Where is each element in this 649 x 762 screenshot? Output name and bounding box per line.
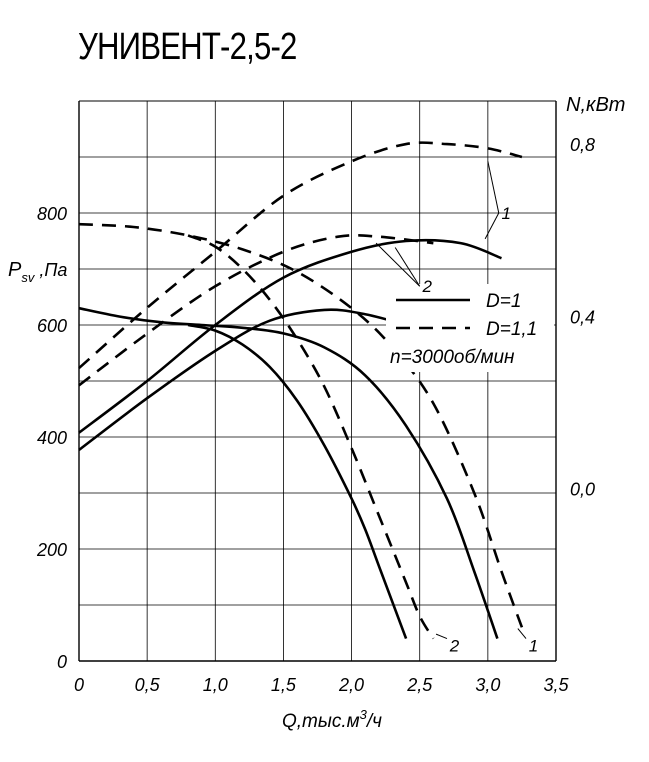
y-left-tick-label: 200 xyxy=(36,540,67,560)
annotation-leader-line xyxy=(435,633,448,640)
x-tick-label: 3,5 xyxy=(543,675,569,695)
series-line-2 xyxy=(187,323,408,640)
chart-title: УНИВЕНТ-2,5-2 xyxy=(78,26,297,68)
x-tick-label: 2,5 xyxy=(406,675,433,695)
y-left-tick-label: 400 xyxy=(37,428,67,448)
annotation-leader-line xyxy=(517,628,527,639)
y-left-axis-label: Psv ,Па xyxy=(8,259,67,285)
series-line-7 xyxy=(78,141,523,370)
x-tick-label: 2,0 xyxy=(338,675,364,695)
curve-number-label: 1 xyxy=(501,204,510,223)
x-tick-label: 1,0 xyxy=(203,675,228,695)
curve-number-label: 1 xyxy=(529,636,538,655)
series-line-3 xyxy=(78,222,524,628)
y-left-tick-label: 600 xyxy=(37,316,67,336)
y-left-tick-label: 0 xyxy=(57,652,67,672)
annotation-leader-line xyxy=(394,247,421,287)
series-line-6 xyxy=(78,308,407,451)
x-axis-label: Q,тыс.м3/ч xyxy=(282,707,382,732)
series-line-5 xyxy=(78,238,502,434)
x-tick-label: 3,0 xyxy=(475,675,500,695)
annotation-leader-line xyxy=(484,212,500,240)
y-right-tick-label: 0,0 xyxy=(570,480,595,500)
curve-number-label: 2 xyxy=(421,277,432,296)
legend-label: D=1,1 xyxy=(486,319,537,340)
annotation-leader-line xyxy=(375,242,421,287)
x-tick-label: 0 xyxy=(74,675,84,695)
legend-label: D=1 xyxy=(486,291,521,312)
curve-number-label: 2 xyxy=(449,636,460,655)
y-right-tick-label: 0,4 xyxy=(570,307,595,327)
y-left-tick-label: 800 xyxy=(37,204,67,224)
series-line-8 xyxy=(78,234,434,387)
legend-note: n=3000об/мин xyxy=(390,347,515,368)
y-right-axis-label: N,кВт xyxy=(566,94,625,116)
x-tick-label: 1,5 xyxy=(271,675,297,695)
y-right-tick-label: 0,8 xyxy=(570,135,595,155)
annotation-leader-line xyxy=(487,161,500,214)
x-tick-label: 0,5 xyxy=(135,675,161,695)
series-line-4 xyxy=(187,234,435,640)
